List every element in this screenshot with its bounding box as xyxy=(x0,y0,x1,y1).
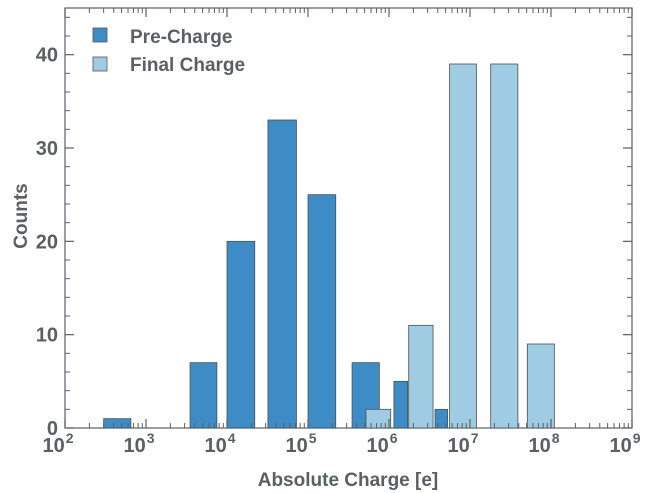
plot-border xyxy=(64,7,633,429)
bar-pre-charge-1 xyxy=(189,362,218,429)
y-tick-label-20: 20 xyxy=(36,231,58,253)
bar-pre-charge-0 xyxy=(103,418,132,429)
x-tick-label-1e2: 102 xyxy=(42,430,73,457)
x-tick-exponent: 7 xyxy=(471,430,479,446)
bar-final-charge-3 xyxy=(490,63,519,429)
y-tick-label-30: 30 xyxy=(36,138,58,160)
x-tick-label-1e6: 106 xyxy=(366,430,397,457)
bar-pre-charge-4 xyxy=(307,194,337,429)
bar-final-charge-4 xyxy=(526,343,555,429)
x-tick-exponent: 5 xyxy=(309,430,317,446)
legend-label-final-charge: Final Charge xyxy=(130,55,245,76)
x-tick-exponent: 6 xyxy=(390,430,398,446)
x-tick-exponent: 2 xyxy=(66,430,74,446)
y-tick-label-40: 40 xyxy=(36,45,58,67)
x-tick-label-1e9: 109 xyxy=(609,430,640,457)
bar-final-charge-0 xyxy=(365,408,392,429)
legend-swatch-pre-charge xyxy=(92,27,108,43)
x-tick-label-1e8: 108 xyxy=(528,430,559,457)
x-axis-title: Absolute Charge [e] xyxy=(258,470,439,491)
x-tick-exponent: 4 xyxy=(228,430,236,446)
ticks-layer xyxy=(64,8,633,429)
x-tick-exponent: 8 xyxy=(552,430,560,446)
legend-label-pre-charge: Pre-Charge xyxy=(130,27,232,48)
legend-swatch-final-charge xyxy=(92,56,108,72)
bar-pre-charge-3 xyxy=(267,119,297,429)
bar-final-charge-2 xyxy=(449,63,477,429)
bar-pre-charge-2 xyxy=(226,240,256,429)
bar-final-charge-1 xyxy=(408,324,434,429)
x-tick-label-1e4: 104 xyxy=(204,430,235,457)
x-tick-exponent: 3 xyxy=(147,430,155,446)
x-tick-exponent: 9 xyxy=(633,430,641,446)
plot-frame xyxy=(64,7,633,429)
y-axis-title: Counts xyxy=(11,183,32,248)
x-tick-label-1e5: 105 xyxy=(285,430,316,457)
y-tick-label-0: 0 xyxy=(47,418,58,440)
y-tick-label-10: 10 xyxy=(36,325,58,347)
legend: Pre-Charge Final Charge xyxy=(92,27,245,76)
bar-pre-charge-6 xyxy=(393,380,409,429)
x-tick-label-1e3: 103 xyxy=(123,430,154,457)
bars-layer xyxy=(103,63,555,429)
x-tick-label-1e7: 107 xyxy=(447,430,478,457)
